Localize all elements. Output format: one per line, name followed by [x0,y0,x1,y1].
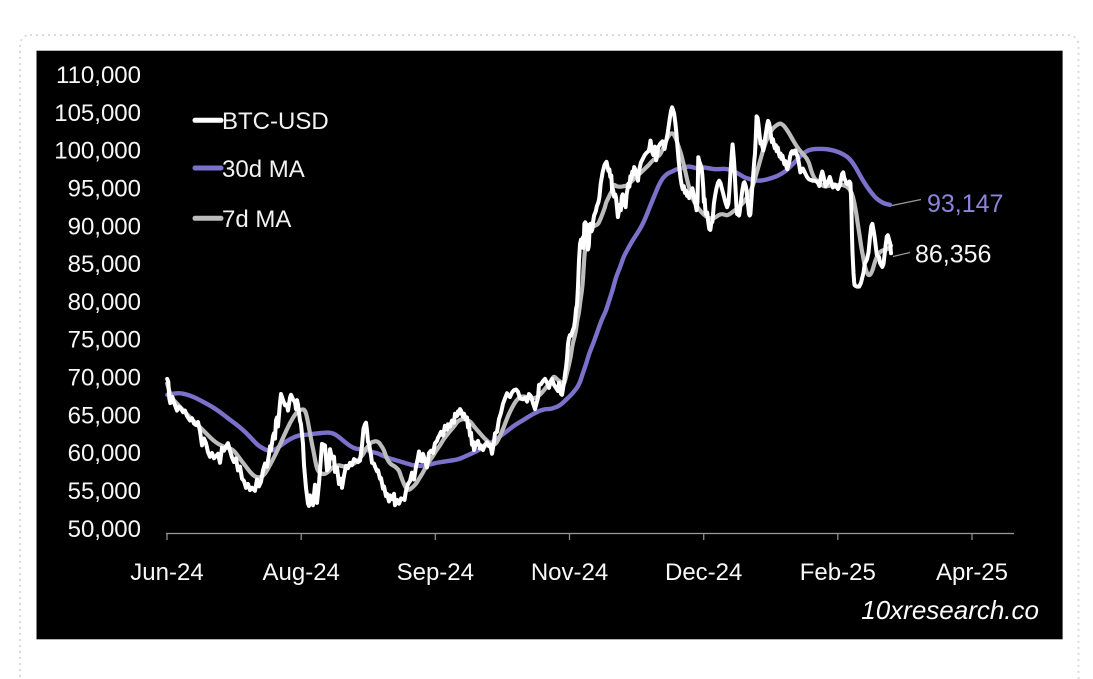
svg-text:7d MA: 7d MA [222,206,291,233]
svg-text:Dec-24: Dec-24 [665,559,742,586]
svg-text:70,000: 70,000 [68,365,141,392]
svg-text:110,000: 110,000 [56,62,141,89]
svg-text:Nov-24: Nov-24 [531,559,608,586]
svg-text:95,000: 95,000 [68,176,141,203]
svg-text:30d MA: 30d MA [222,156,305,183]
svg-text:85,000: 85,000 [68,251,141,278]
svg-text:Aug-24: Aug-24 [263,559,340,586]
svg-text:105,000: 105,000 [54,100,141,127]
svg-text:93,147: 93,147 [927,190,1003,218]
svg-text:10xresearch.co: 10xresearch.co [861,595,1039,625]
svg-text:75,000: 75,000 [68,327,141,354]
svg-text:100,000: 100,000 [54,138,141,165]
svg-text:60,000: 60,000 [68,440,141,467]
svg-text:BTC-USD: BTC-USD [222,108,329,135]
svg-text:Feb-25: Feb-25 [800,559,876,586]
svg-text:86,356: 86,356 [915,241,991,269]
svg-text:Apr-25: Apr-25 [936,559,1008,586]
svg-text:90,000: 90,000 [68,213,141,240]
svg-text:Jun-24: Jun-24 [130,559,203,586]
svg-text:55,000: 55,000 [68,478,141,505]
svg-text:80,000: 80,000 [68,289,141,316]
svg-text:50,000: 50,000 [68,516,141,543]
svg-text:Sep-24: Sep-24 [397,559,474,586]
svg-text:65,000: 65,000 [68,402,141,429]
